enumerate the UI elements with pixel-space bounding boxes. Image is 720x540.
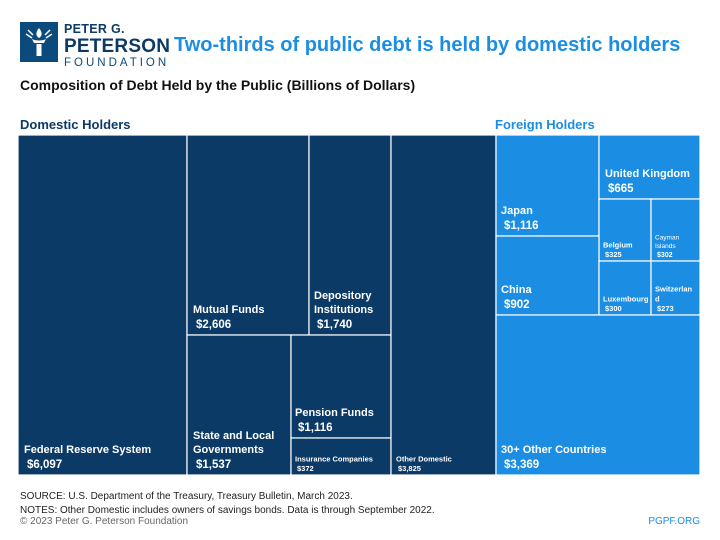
treemap-value-insurance-companies: $372 [297,464,314,473]
treemap-rect-state-and-local-governments [186,334,292,476]
treemap-value-mutual-funds: $2,606 [196,319,231,331]
treemap-value-pension-funds: $1,116 [298,422,333,434]
treemap-value-china: $902 [504,299,530,311]
treemap-cell-pension-funds: Pension Funds $1,116 [290,334,392,439]
treemap-label-mutual-funds: Mutual Funds [193,304,265,316]
treemap-rect-30-other-countries [495,314,701,476]
treemap-cell-united-kingdom: United Kingdom $665 [598,134,701,200]
treemap-value-japan: $1,116 [504,220,539,232]
treemap-rect-cayman-islands [650,198,701,262]
torch-logo-icon [20,22,58,62]
logo-wordmark: PETER G. PETERSON FOUNDATION [64,23,170,69]
treemap-cell-china: China $902 [495,235,600,316]
treemap-label-depository-institutions: Depository Institutions [314,290,373,316]
treemap-cell-state-and-local-governments: State and Local Governments $1,537 [186,334,292,476]
treemap-rect-united-kingdom [598,134,701,200]
treemap-label-japan: Japan [501,205,533,217]
treemap-label-state-and-local-governments: State and Local Governments [193,430,274,456]
treemap-label-united-kingdom: United Kingdom [605,168,690,180]
treemap-value-belgium: $325 [605,250,622,259]
treemap-value-switzerland: $273 [657,304,674,313]
treemap-label-insurance-companies: Insurance Companies [295,454,373,463]
treemap-label-pension-funds: Pension Funds [295,407,374,419]
treemap-label-federal-reserve-system: Federal Reserve System [24,444,151,456]
logo-line-3: FOUNDATION [64,56,170,69]
treemap-label-30-other-countries: 30+ Other Countries [501,444,606,456]
notes-line: NOTES: Other Domestic includes owners of… [20,505,435,516]
treemap-value-cayman-islands: $302 [657,252,673,259]
treemap-cell-switzerland: Switzerlan d$273 [650,260,701,316]
domestic-holders-heading: Domestic Holders [20,117,131,132]
treemap-cell-30-other-countries: 30+ Other Countries $3,369 [495,314,701,476]
treemap-label-luxembourg: Luxembourg [603,294,649,303]
treemap-cell-belgium: Belgium$325 [598,198,652,262]
headline: Two-thirds of public debt is held by dom… [174,34,681,56]
treemap-value-luxembourg: $300 [605,304,622,313]
source-line: SOURCE: U.S. Department of the Treasury,… [20,491,353,502]
treemap-value-federal-reserve-system: $6,097 [27,459,62,471]
treemap-value-30-other-countries: $3,369 [504,459,539,471]
treemap-cell-depository-institutions: Depository Institutions $1,740 [308,134,392,336]
treemap-cell-luxembourg: Luxembourg$300 [598,260,652,316]
treemap-label-other-domestic: Other Domestic [396,454,452,463]
treemap-rect-other-domestic [390,134,497,476]
treemap-cell-mutual-funds: Mutual Funds $2,606 [186,134,310,336]
treemap-value-united-kingdom: $665 [608,183,634,195]
treemap-cell-other-domestic: Other Domestic$3,825 [390,134,497,476]
treemap-label-switzerland: Switzerlan d [655,285,693,304]
logo-line-1: PETER G. [64,22,125,36]
treemap-cell-cayman-islands: Cayman Islands $302 [650,198,701,262]
treemap-label-belgium: Belgium [603,240,633,249]
treemap-value-state-and-local-governments: $1,537 [196,459,231,471]
treemap-cell-insurance-companies: Insurance Companies$372 [290,437,392,476]
treemap-rect-federal-reserve-system [17,134,188,476]
copyright: © 2023 Peter G. Peterson Foundation [20,516,189,527]
pgpf-logo: PETER G. PETERSON FOUNDATION [20,22,170,68]
treemap-rect-insurance-companies [290,437,392,476]
logo-line-2: PETERSON [64,35,171,57]
foreign-holders-heading: Foreign Holders [495,117,595,132]
treemap-label-china: China [501,284,532,296]
website-link[interactable]: PGPF.ORG [648,516,700,527]
source-notes: SOURCE: U.S. Department of the Treasury,… [20,490,435,518]
treemap-value-other-domestic: $3,825 [398,464,421,473]
treemap-label-cayman-islands: Cayman Islands [655,234,680,249]
treemap-value-depository-institutions: $1,740 [317,319,352,331]
treemap-cell-federal-reserve-system: Federal Reserve System $6,097 [17,134,188,476]
chart-title: Composition of Debt Held by the Public (… [20,77,416,93]
treemap-cell-japan: Japan $1,116 [495,134,600,237]
